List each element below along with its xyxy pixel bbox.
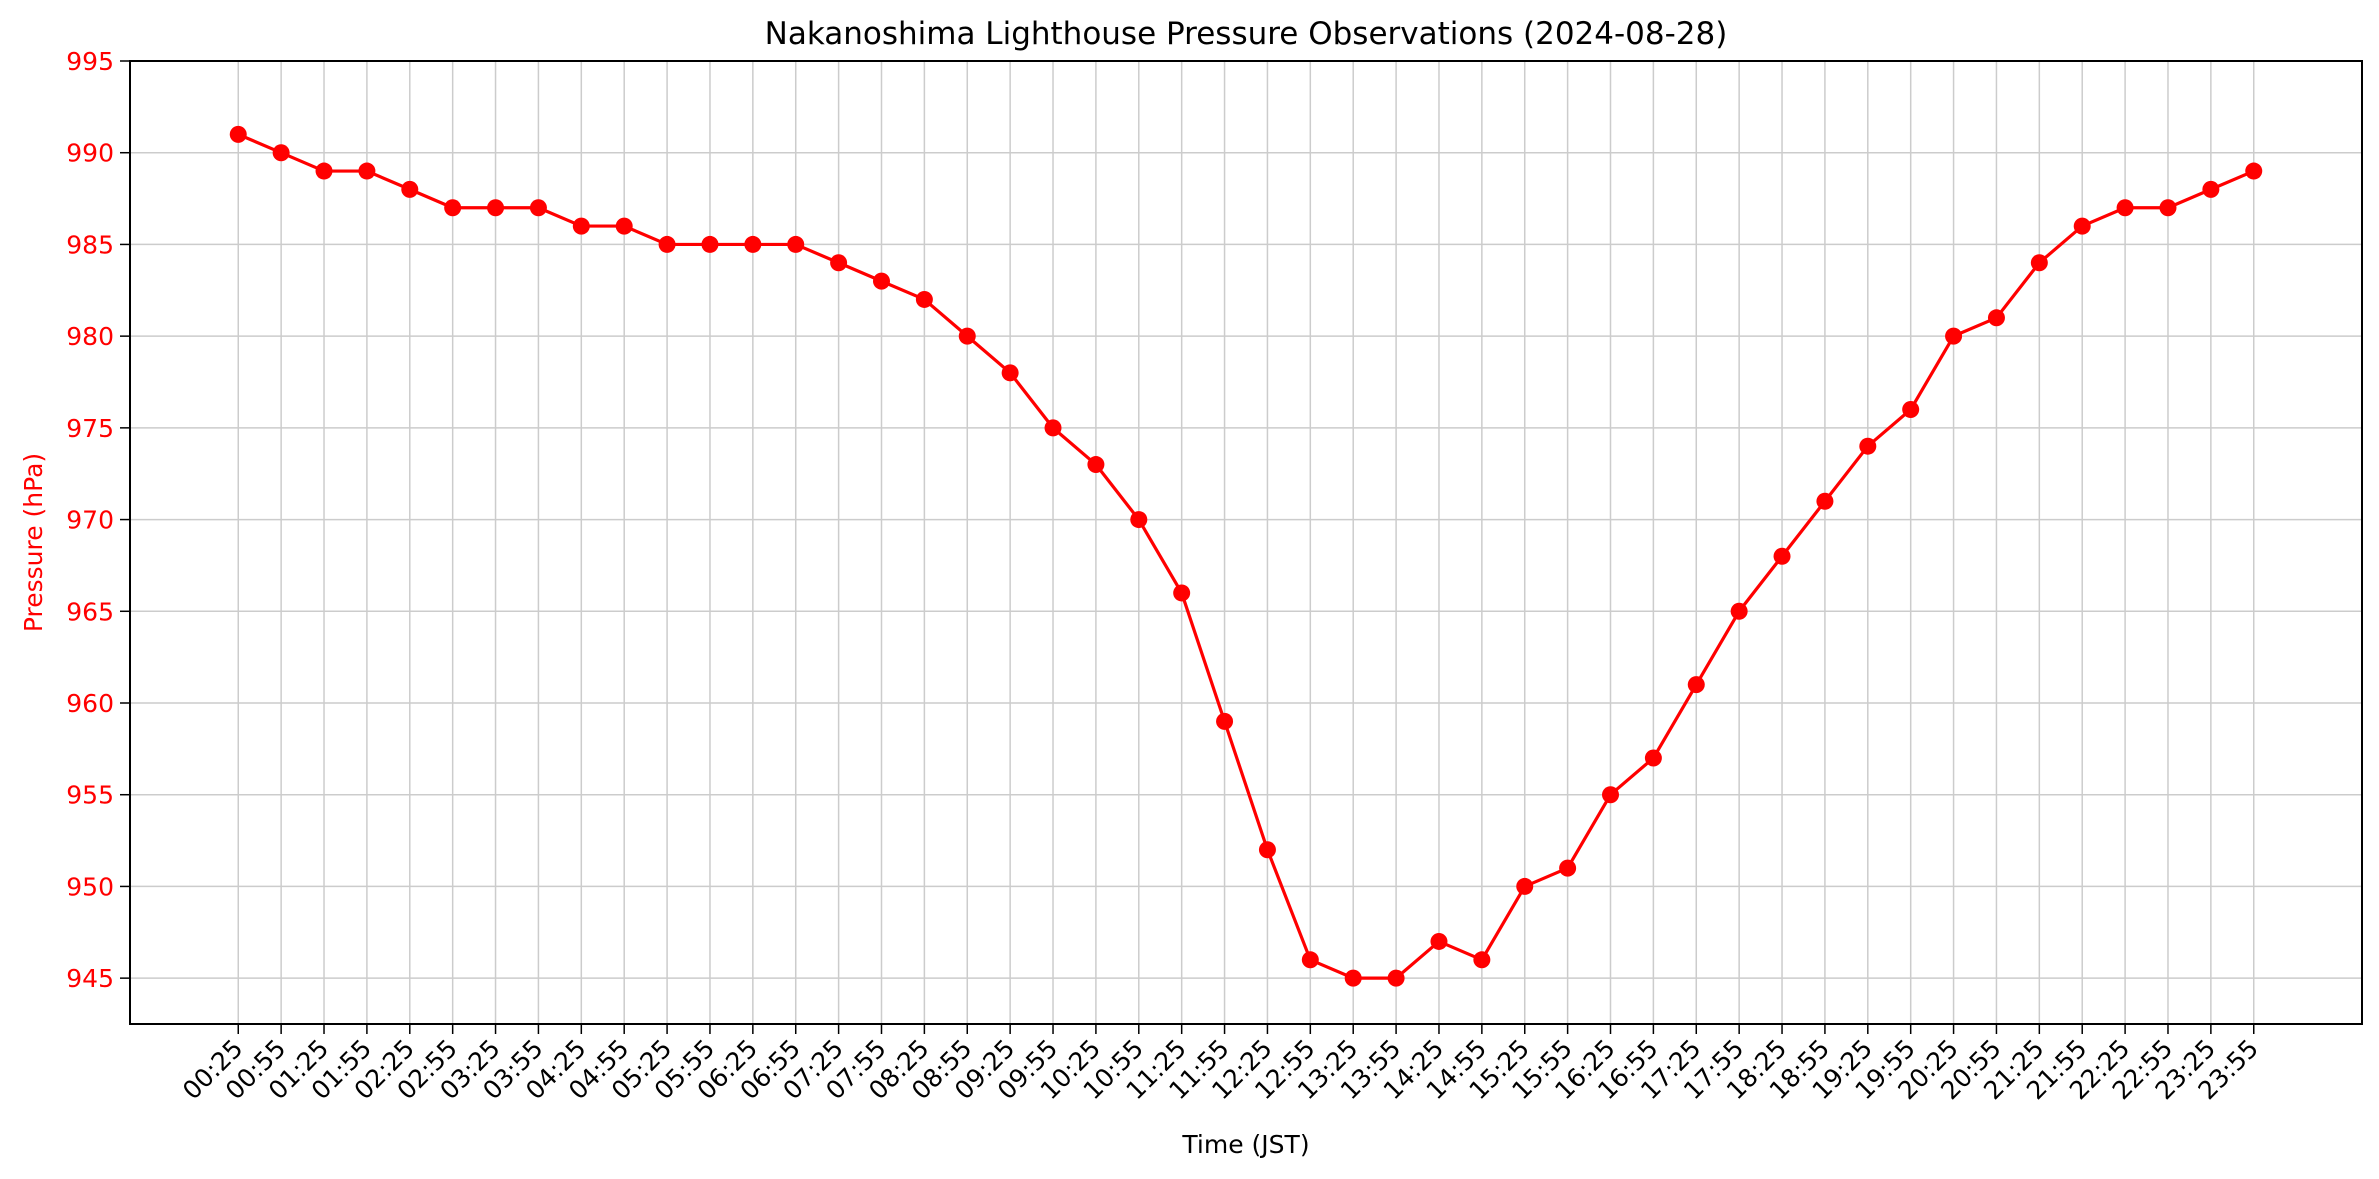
y-tick-label: 965 — [66, 597, 114, 626]
chart-title: Nakanoshima Lighthouse Pressure Observat… — [765, 16, 1728, 52]
data-point — [401, 180, 419, 198]
data-point — [830, 254, 848, 272]
plot-frame — [129, 60, 2363, 1025]
data-point — [1602, 786, 1620, 804]
data-point — [229, 125, 247, 143]
data-point — [2073, 217, 2091, 235]
data-point — [1044, 419, 1062, 437]
y-tick-label: 945 — [66, 964, 114, 993]
data-point — [2030, 254, 2048, 272]
data-point — [744, 235, 762, 253]
data-point — [1001, 364, 1019, 382]
data-point — [1987, 309, 2005, 327]
data-point — [2202, 180, 2220, 198]
y-tick-label: 970 — [66, 506, 114, 535]
y-tick-label: 980 — [66, 322, 114, 351]
data-point — [1387, 969, 1405, 987]
y-axis-label: Pressure (hPa) — [19, 453, 48, 632]
data-point — [2245, 162, 2263, 180]
data-point — [1516, 877, 1534, 895]
data-point — [1730, 602, 1748, 620]
y-tick-label: 950 — [66, 872, 114, 901]
data-point — [572, 217, 590, 235]
data-point — [1173, 584, 1191, 602]
data-point — [315, 162, 333, 180]
y-tick-label: 960 — [66, 689, 114, 718]
data-point — [1216, 712, 1234, 730]
data-point — [1773, 547, 1791, 565]
data-point — [1473, 951, 1491, 969]
data-point — [2116, 199, 2134, 217]
data-point — [1687, 676, 1705, 694]
data-point — [1816, 492, 1834, 510]
y-tick-label: 995 — [66, 47, 114, 76]
data-point — [444, 199, 462, 217]
data-point — [487, 199, 505, 217]
data-point — [1945, 327, 1963, 345]
data-point — [1859, 437, 1877, 455]
y-tick-label: 985 — [66, 230, 114, 259]
x-axis-ticks: 00:2500:5501:2501:5502:2502:5503:2503:55… — [177, 1024, 2264, 1105]
data-point — [1559, 859, 1577, 877]
data-point — [358, 162, 376, 180]
data-point — [272, 144, 290, 162]
data-point — [1301, 951, 1319, 969]
data-point — [1644, 749, 1662, 767]
data-point — [915, 290, 933, 308]
x-axis-label: Time (JST) — [1181, 1130, 1309, 1159]
data-point — [1130, 511, 1148, 529]
data-point — [1430, 932, 1448, 950]
data-point — [1902, 401, 1920, 419]
data-point — [2159, 199, 2177, 217]
data-point — [1344, 969, 1362, 987]
data-point — [701, 235, 719, 253]
data-point — [658, 235, 676, 253]
data-point — [1087, 456, 1105, 474]
y-tick-label: 975 — [66, 414, 114, 443]
data-point — [529, 199, 547, 217]
y-tick-label: 955 — [66, 781, 114, 810]
series-layer — [229, 125, 2263, 987]
y-axis-ticks: 945 950 955 960 965 970 975 980 985 990 995 — [66, 47, 130, 993]
data-point — [1258, 841, 1276, 859]
data-point — [787, 235, 805, 253]
data-point — [958, 327, 976, 345]
data-point — [872, 272, 890, 290]
data-point — [615, 217, 633, 235]
y-tick-label: 990 — [66, 139, 114, 168]
